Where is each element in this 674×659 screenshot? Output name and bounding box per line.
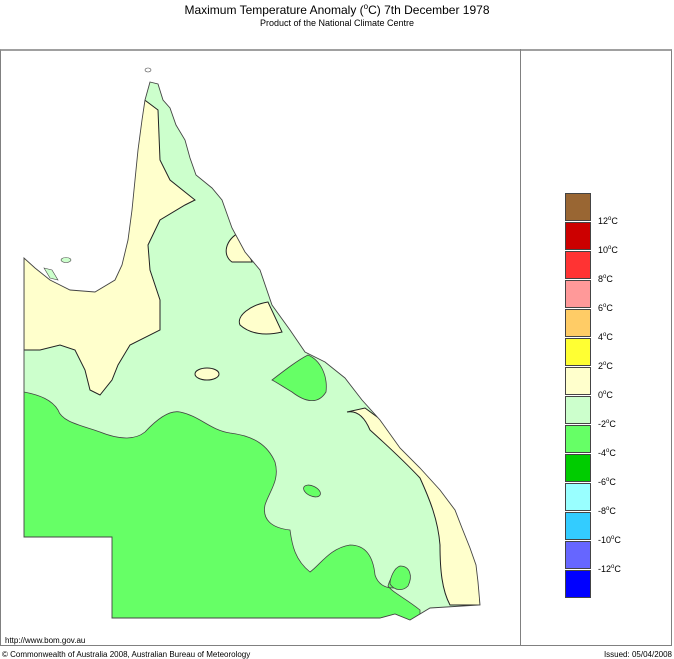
- legend-label: -8oC: [598, 506, 616, 516]
- map-frame: [0, 49, 672, 646]
- anomaly-fill: [24, 82, 480, 620]
- issued-date: Issued: 05/04/2008: [603, 650, 672, 659]
- legend-label: -4oC: [598, 448, 616, 458]
- island: [144, 67, 152, 73]
- legend-swatch: [565, 367, 591, 395]
- legend-swatch: [565, 193, 591, 221]
- legend-swatch: [565, 280, 591, 308]
- legend-label: -6oC: [598, 477, 616, 487]
- legend-swatch: [565, 222, 591, 250]
- legend-label: -12oC: [598, 564, 621, 574]
- legend-label: 12oC: [598, 216, 618, 226]
- island: [43, 267, 59, 281]
- legend-swatch: [565, 483, 591, 511]
- legend-swatch: [565, 251, 591, 279]
- map-subtitle: Product of the National Climate Centre: [259, 18, 415, 28]
- legend-swatch: [565, 454, 591, 482]
- legend-swatch: [565, 338, 591, 366]
- queensland-anomaly-map: [23, 67, 481, 621]
- legend-swatch: [565, 512, 591, 540]
- legend-label: -2oC: [598, 419, 616, 429]
- copyright-notice: © Commonwealth of Australia 2008, Austra…: [2, 650, 251, 659]
- legend-label: 0oC: [598, 390, 613, 400]
- island: [60, 257, 72, 263]
- legend-swatch: [565, 396, 591, 424]
- legend-label: 10oC: [598, 245, 618, 255]
- legend-label: 4oC: [598, 332, 613, 342]
- legend-label: -10oC: [598, 535, 621, 545]
- map-title: Maximum Temperature Anomaly (oC) 7th Dec…: [184, 2, 490, 17]
- legend-divider: [520, 49, 521, 646]
- legend-swatch: [565, 425, 591, 453]
- source-url: http://www.bom.gov.au: [5, 636, 86, 645]
- legend-label: 2oC: [598, 361, 613, 371]
- legend-swatch: [565, 570, 591, 598]
- state-outline: [23, 81, 481, 621]
- legend-label: 8oC: [598, 274, 613, 284]
- legend-swatch: [565, 541, 591, 569]
- legend-swatch: [565, 309, 591, 337]
- legend-label: 6oC: [598, 303, 613, 313]
